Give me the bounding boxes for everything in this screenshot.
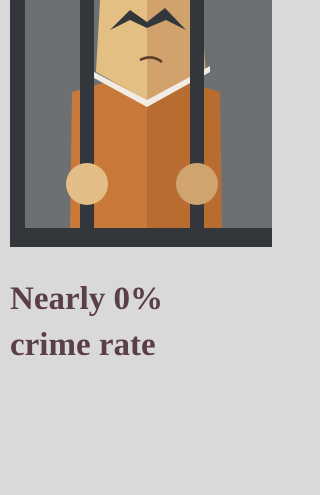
page: Nearly 0% crime rate (() => { const data…	[0, 0, 272, 495]
hand-right	[176, 163, 218, 205]
heading-line: crime rate	[10, 322, 163, 368]
heading-line: Nearly 0%	[10, 276, 163, 322]
prisoner-illustration	[0, 0, 272, 250]
heading: Nearly 0% crime rate	[10, 276, 163, 368]
hand-left	[66, 163, 108, 205]
